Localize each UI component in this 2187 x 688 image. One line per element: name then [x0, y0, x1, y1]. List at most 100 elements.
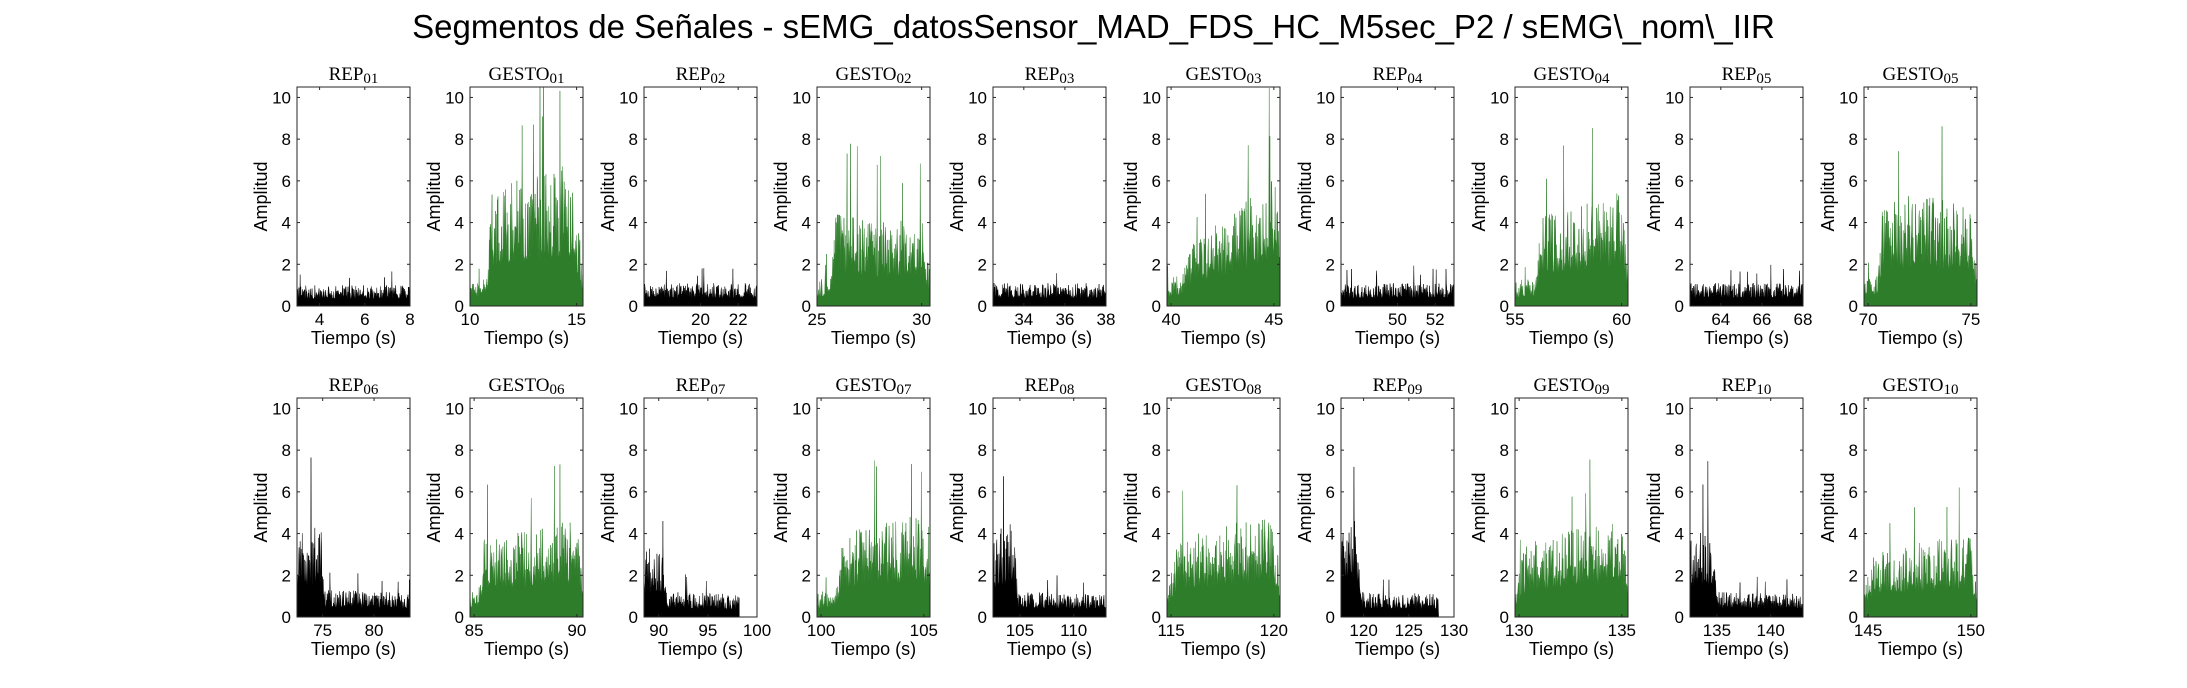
- y-tick-label: 8: [1326, 441, 1335, 460]
- x-tick-label: 120: [1349, 621, 1377, 640]
- x-axis-label: Tiempo (s): [1181, 639, 1266, 659]
- y-tick-label: 2: [282, 255, 291, 274]
- x-tick-label: 100: [743, 621, 771, 640]
- signal-trace: [469, 464, 584, 618]
- y-axis-label: Amplitud: [1469, 161, 1489, 231]
- y-tick-label: 6: [1326, 483, 1335, 502]
- subplot-title: REP03: [1025, 64, 1075, 87]
- subplot-rep-10: 0 2 4 6 8 10 135 140 REP10 Tiempo (s) Amplitud: [1644, 375, 1804, 659]
- x-tick-label: 90: [649, 621, 668, 640]
- y-axis-label: Amplitud: [1121, 161, 1141, 231]
- y-tick-label: 4: [802, 525, 811, 544]
- signal-trace: [643, 268, 758, 307]
- y-tick-label: 8: [282, 130, 291, 149]
- subplot-title: REP04: [1373, 64, 1423, 87]
- x-axis-label: Tiempo (s): [658, 328, 743, 348]
- figure-title: Segmentos de Señales - sEMG_datosSensor_…: [412, 8, 1775, 45]
- subplot-gesto-01: 0 2 4 6 8 10 10 15 GESTO01 Tiempo (s) Amplitud: [424, 64, 586, 348]
- signal-trace: [1689, 264, 1804, 307]
- y-tick-label: 6: [282, 172, 291, 191]
- y-tick-label: 4: [1849, 525, 1858, 544]
- subplot-title: REP05: [1722, 64, 1772, 87]
- signal-trace: [992, 476, 1107, 618]
- y-tick-label: 6: [1675, 172, 1684, 191]
- y-tick-label: 8: [1152, 130, 1161, 149]
- y-tick-label: 2: [978, 566, 987, 585]
- y-tick-label: 4: [629, 525, 638, 544]
- axes-box: [1340, 86, 1455, 307]
- y-tick-label: 0: [1675, 297, 1684, 316]
- subplot-rep-03: 0 2 4 6 8 10 34 36 38 REP03 Tiempo (s) Amplitud: [947, 64, 1115, 348]
- signal-trace: [816, 460, 931, 618]
- y-tick-label: 2: [802, 255, 811, 274]
- y-tick-label: 0: [1500, 297, 1509, 316]
- y-tick-label: 0: [978, 297, 987, 316]
- x-axis-label: Tiempo (s): [831, 639, 916, 659]
- x-tick-label: 36: [1055, 310, 1074, 329]
- y-tick-label: 0: [978, 608, 987, 627]
- y-tick-label: 8: [978, 441, 987, 460]
- y-tick-label: 4: [455, 525, 464, 544]
- y-tick-label: 2: [802, 566, 811, 585]
- axes-box: [1340, 397, 1455, 618]
- subplot-title: REP07: [676, 375, 726, 398]
- signal-trace: [296, 271, 411, 307]
- x-tick-label: 150: [1957, 621, 1985, 640]
- y-tick-label: 0: [1675, 608, 1684, 627]
- subplot-title: REP09: [1373, 375, 1423, 398]
- y-tick-label: 4: [282, 525, 291, 544]
- y-tick-label: 8: [802, 441, 811, 460]
- y-tick-label: 4: [1849, 214, 1858, 233]
- x-tick-label: 145: [1854, 621, 1882, 640]
- axes-box: [816, 86, 931, 307]
- y-tick-label: 10: [1316, 399, 1335, 418]
- y-axis-label: Amplitud: [1295, 472, 1315, 542]
- y-tick-label: 4: [629, 214, 638, 233]
- y-tick-label: 10: [1490, 88, 1509, 107]
- subplot-title: REP02: [676, 64, 726, 87]
- subplot-gesto-03: 0 2 4 6 8 10 40 45 GESTO03 Tiempo (s) Amplitud: [1121, 64, 1283, 348]
- y-tick-label: 10: [968, 88, 987, 107]
- y-tick-label: 4: [1500, 214, 1509, 233]
- x-tick-label: 100: [807, 621, 835, 640]
- x-axis-label: Tiempo (s): [1529, 639, 1614, 659]
- axes-box: [1166, 397, 1281, 618]
- y-tick-label: 6: [1500, 172, 1509, 191]
- x-tick-label: 85: [465, 621, 484, 640]
- signal-trace: [1166, 485, 1281, 618]
- x-axis-label: Tiempo (s): [484, 639, 569, 659]
- y-axis-label: Amplitud: [1121, 472, 1141, 542]
- x-tick-label: 66: [1752, 310, 1771, 329]
- y-tick-label: 4: [802, 214, 811, 233]
- x-tick-label: 120: [1260, 621, 1288, 640]
- x-tick-label: 20: [691, 310, 710, 329]
- axes-box: [296, 86, 411, 307]
- y-tick-label: 6: [455, 172, 464, 191]
- y-axis-label: Amplitud: [424, 161, 444, 231]
- y-tick-label: 8: [1500, 441, 1509, 460]
- y-tick-label: 4: [1675, 214, 1684, 233]
- x-tick-label: 95: [698, 621, 717, 640]
- signal-trace: [296, 457, 411, 618]
- y-tick-label: 10: [968, 399, 987, 418]
- x-axis-label: Tiempo (s): [1529, 328, 1614, 348]
- y-tick-label: 6: [629, 172, 638, 191]
- y-tick-label: 6: [1675, 483, 1684, 502]
- y-axis-label: Amplitud: [771, 472, 791, 542]
- y-tick-label: 2: [629, 255, 638, 274]
- signal-trace: [1340, 265, 1455, 307]
- y-tick-label: 0: [802, 297, 811, 316]
- y-tick-label: 6: [978, 483, 987, 502]
- y-tick-label: 6: [455, 483, 464, 502]
- signal-trace: [1340, 466, 1439, 618]
- y-tick-label: 2: [1500, 566, 1509, 585]
- y-tick-label: 10: [792, 88, 811, 107]
- y-tick-label: 6: [1326, 172, 1335, 191]
- y-tick-label: 10: [272, 88, 291, 107]
- x-tick-label: 110: [1060, 621, 1087, 640]
- x-axis-label: Tiempo (s): [1704, 639, 1789, 659]
- y-axis-label: Amplitud: [251, 472, 271, 542]
- y-axis-label: Amplitud: [1295, 161, 1315, 231]
